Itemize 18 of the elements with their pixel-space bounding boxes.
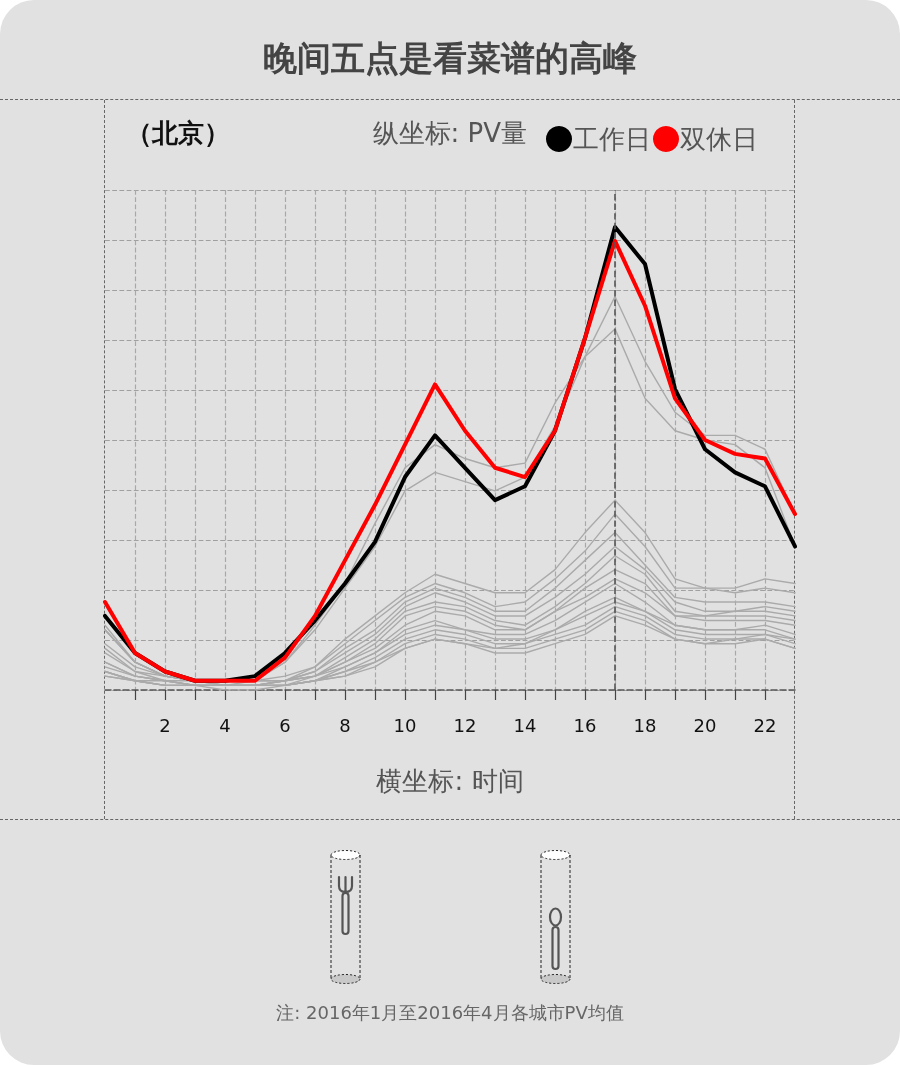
x-tick-label: 2 xyxy=(159,714,171,736)
x-tick-label: 8 xyxy=(339,714,351,736)
x-axis-title: 横坐标: 时间 xyxy=(375,766,525,798)
x-tick-label: 12 xyxy=(453,714,477,736)
x-tick-label: 16 xyxy=(573,714,597,736)
chart-subtitle: （北京） xyxy=(126,118,230,150)
x-tick-label: 10 xyxy=(393,714,417,736)
legend-label: 双休日 xyxy=(680,124,758,154)
x-tick-label: 6 xyxy=(279,714,291,736)
text: 注: 2016年1月至2016年4月各城市PV均值 xyxy=(276,1001,624,1025)
chart-title: 晚间五点是看菜谱的高峰 xyxy=(262,38,638,79)
y-axis-title: 纵坐标: PV量 xyxy=(372,118,527,150)
x-tick-label: 18 xyxy=(633,714,657,736)
x-tick-label: 22 xyxy=(753,714,777,736)
x-tick-label: 20 xyxy=(693,714,717,736)
legend-label: 工作日 xyxy=(573,124,651,154)
x-tick-label: 4 xyxy=(219,714,231,736)
x-tick-label: 14 xyxy=(513,714,537,736)
